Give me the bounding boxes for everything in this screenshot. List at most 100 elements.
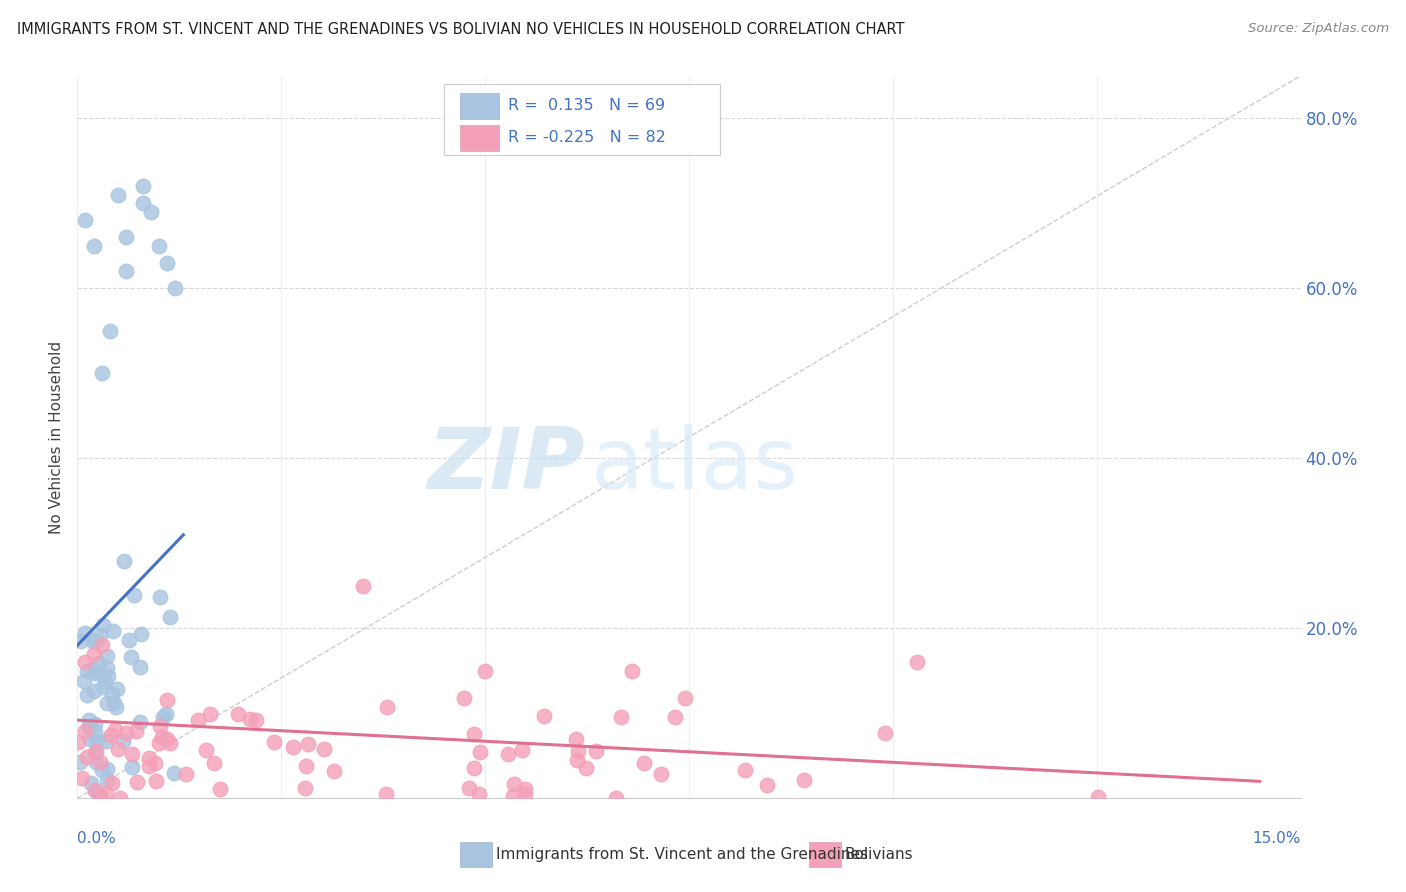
Text: ZIP: ZIP <box>427 425 585 508</box>
Point <box>79 731 101 746</box>
Point <box>226 706 249 721</box>
Point <box>73 673 96 688</box>
Point <box>239 712 262 726</box>
Point <box>96 773 118 788</box>
Point <box>96 696 118 710</box>
Text: 0.0%: 0.0% <box>77 830 117 846</box>
Point <box>115 264 138 278</box>
Point <box>620 664 643 678</box>
Point <box>510 742 533 756</box>
Point <box>458 781 481 796</box>
Point <box>377 700 399 714</box>
Point <box>323 764 346 778</box>
Point <box>138 759 160 773</box>
Point <box>84 633 107 648</box>
Point <box>567 753 589 767</box>
Point <box>82 633 104 648</box>
Point <box>463 761 485 775</box>
Point <box>73 625 96 640</box>
Point <box>148 239 170 253</box>
Point <box>129 714 152 729</box>
Point <box>131 196 153 211</box>
Point <box>89 627 111 641</box>
Point <box>76 688 98 702</box>
Point <box>84 756 107 770</box>
Point <box>375 787 398 801</box>
Point <box>468 745 491 759</box>
Point <box>124 588 146 602</box>
Point <box>100 728 122 742</box>
Text: 15.0%: 15.0% <box>1253 830 1301 846</box>
Point <box>127 775 149 789</box>
Point <box>83 239 105 253</box>
Point <box>90 367 112 381</box>
Point <box>111 734 134 748</box>
Point <box>283 740 305 755</box>
Point <box>83 684 105 698</box>
Point <box>149 719 172 733</box>
Point <box>89 789 111 803</box>
Point <box>1087 789 1109 804</box>
Point <box>97 669 120 683</box>
FancyBboxPatch shape <box>460 125 499 151</box>
Point <box>131 179 153 194</box>
Point <box>202 756 225 770</box>
Point <box>101 776 124 790</box>
Point <box>502 789 524 803</box>
Point <box>734 764 756 778</box>
Point <box>125 724 148 739</box>
Point <box>104 723 127 737</box>
Point <box>585 744 607 758</box>
Point <box>103 697 125 711</box>
Point <box>187 714 209 728</box>
Point <box>565 732 588 747</box>
Point <box>150 731 173 745</box>
Point <box>314 742 336 756</box>
Point <box>121 760 143 774</box>
Point <box>121 747 143 762</box>
Point <box>96 762 118 776</box>
Point <box>873 725 896 739</box>
Text: IMMIGRANTS FROM ST. VINCENT AND THE GRENADINES VS BOLIVIAN NO VEHICLES IN HOUSEH: IMMIGRANTS FROM ST. VINCENT AND THE GREN… <box>17 22 904 37</box>
Point <box>155 706 177 721</box>
Point <box>66 734 89 748</box>
Point <box>609 710 631 724</box>
Point <box>905 656 928 670</box>
Point <box>143 756 166 771</box>
Point <box>468 787 491 801</box>
Point <box>86 665 108 680</box>
Point <box>115 726 138 740</box>
Point <box>69 755 91 769</box>
Point <box>165 281 187 295</box>
Point <box>83 666 105 681</box>
Point <box>502 777 524 791</box>
Point <box>70 771 93 785</box>
Point <box>94 734 117 748</box>
Point <box>91 680 114 694</box>
Point <box>174 766 197 780</box>
Point <box>294 780 316 795</box>
Point <box>86 734 108 748</box>
Point <box>152 709 174 723</box>
Point <box>297 737 319 751</box>
Text: Bolivians: Bolivians <box>844 847 912 863</box>
Point <box>103 624 125 638</box>
Point <box>91 618 114 632</box>
Point <box>567 744 589 758</box>
Point <box>533 709 555 723</box>
Point <box>87 789 110 803</box>
Point <box>70 634 93 648</box>
Point <box>83 782 105 797</box>
Point <box>294 759 316 773</box>
Text: R =  0.135   N = 69: R = 0.135 N = 69 <box>508 98 665 113</box>
Point <box>75 213 97 227</box>
Point <box>80 662 103 676</box>
FancyBboxPatch shape <box>460 842 492 867</box>
Point <box>90 638 112 652</box>
Point <box>453 691 475 706</box>
Point <box>128 659 150 673</box>
Point <box>96 648 118 663</box>
Point <box>83 717 105 731</box>
Point <box>84 724 107 739</box>
Point <box>463 727 485 741</box>
